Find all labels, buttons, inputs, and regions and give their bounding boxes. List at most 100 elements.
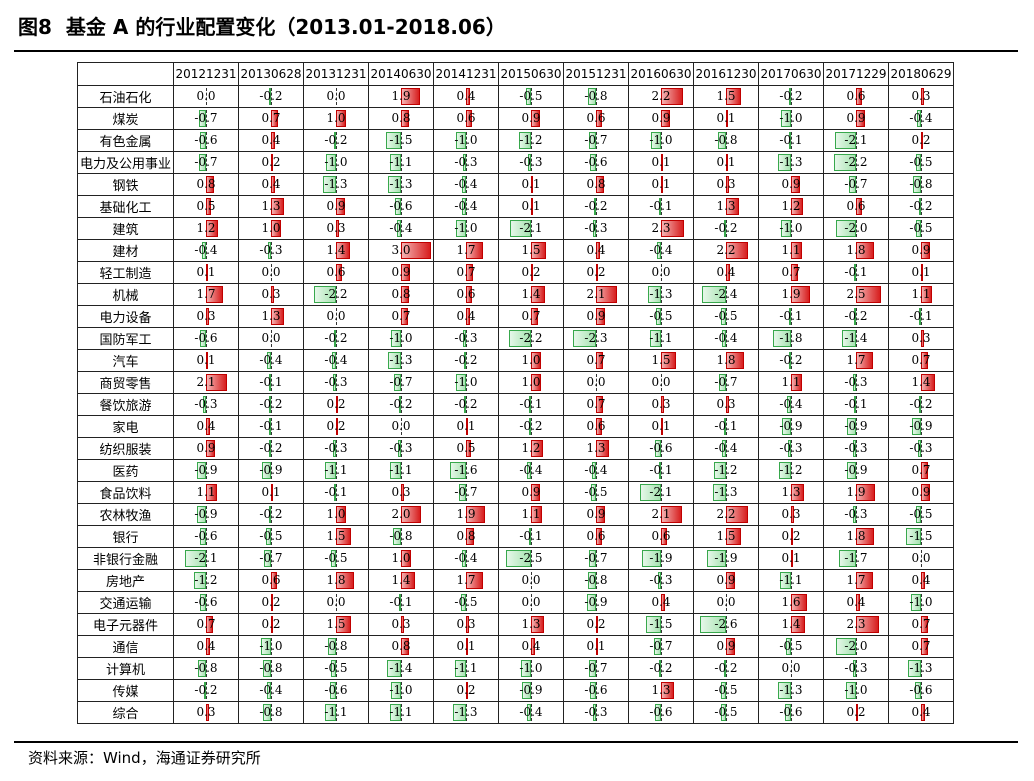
value-label: -0.2 — [454, 397, 478, 411]
negative-bar — [853, 374, 856, 391]
value-cell: -0.1 — [628, 459, 694, 482]
zero-axis — [596, 198, 597, 215]
value-cell: -0.2 — [433, 393, 499, 416]
value-label: -0.8 — [259, 705, 283, 719]
value-label: 0.7 — [456, 265, 476, 279]
value-cell: 1.3 — [238, 195, 304, 218]
negative-bar — [919, 198, 921, 215]
value-cell: -0.2 — [498, 415, 564, 438]
value-label: -1.0 — [389, 331, 413, 345]
value-cell: 0.5 — [433, 437, 499, 460]
value-cell: -1.3 — [758, 679, 824, 702]
value-label: -1.5 — [389, 133, 413, 147]
positive-bar — [466, 682, 468, 699]
value-label: -0.7 — [194, 111, 218, 125]
zero-axis — [856, 638, 857, 655]
zero-axis — [726, 484, 727, 501]
value-cell: 0.3 — [888, 327, 954, 350]
value-label: 1.8 — [846, 243, 866, 257]
value-cell: 2.1 — [173, 371, 239, 394]
value-label: -1.1 — [389, 463, 413, 477]
positive-bar — [726, 154, 728, 171]
value-cell: -1.0 — [758, 107, 824, 130]
negative-bar — [510, 220, 531, 237]
zero-axis — [401, 220, 402, 237]
negative-bar — [587, 594, 596, 611]
zero-axis — [921, 154, 922, 171]
value-label: -0.5 — [714, 683, 738, 697]
value-label: 0.5 — [456, 441, 476, 455]
value-label: -0.1 — [519, 397, 543, 411]
value-cell: -0.1 — [823, 393, 889, 416]
negative-bar — [509, 330, 531, 347]
negative-bar — [785, 704, 791, 721]
value-label: 1.3 — [781, 485, 801, 499]
value-label: -1.2 — [779, 463, 803, 477]
value-cell: 1.6 — [758, 591, 824, 614]
value-cell: -0.5 — [498, 85, 564, 108]
value-cell: -0.6 — [303, 679, 369, 702]
negative-bar — [854, 264, 856, 281]
value-cell: 1.1 — [758, 239, 824, 262]
value-label: -0.5 — [324, 551, 348, 565]
negative-bar — [462, 176, 466, 193]
table-row: 轻工制造 0.1 0.0 0.6 0.9 0.7 0.2 0.2 0.0 0.4 0.7 -0.1 0.… — [77, 261, 954, 284]
positive-bar — [206, 220, 218, 237]
figure-label: 图8 — [18, 15, 52, 39]
column-header: 20141231 — [433, 62, 499, 86]
positive-bar — [531, 242, 546, 259]
value-label: -0.2 — [714, 221, 738, 235]
positive-bar — [856, 88, 862, 105]
zero-axis — [791, 704, 792, 721]
value-label: 1.0 — [391, 551, 411, 565]
value-cell: 0.0 — [303, 85, 369, 108]
zero-axis — [856, 550, 857, 567]
value-cell: -0.9 — [173, 503, 239, 526]
value-label: 0.1 — [261, 485, 281, 499]
zero-axis — [791, 418, 792, 435]
value-cell: 0.4 — [693, 261, 759, 284]
value-label: -1.0 — [389, 683, 413, 697]
negative-bar — [399, 396, 401, 413]
negative-bar — [658, 572, 661, 589]
negative-bar — [526, 88, 531, 105]
value-cell: 1.1 — [173, 481, 239, 504]
positive-bar — [531, 440, 543, 457]
negative-bar — [529, 418, 531, 435]
value-cell: -0.5 — [303, 657, 369, 680]
value-cell: 1.0 — [303, 107, 369, 130]
zero-axis — [791, 308, 792, 325]
zero-axis — [401, 352, 402, 369]
value-cell: 0.2 — [303, 393, 369, 416]
zero-axis — [271, 440, 272, 457]
zero-axis — [271, 660, 272, 677]
value-label: 2.3 — [846, 617, 866, 631]
value-label: 0.3 — [326, 221, 346, 235]
value-label: -1.5 — [909, 529, 933, 543]
value-label: -0.5 — [259, 529, 283, 543]
zero-axis — [921, 682, 922, 699]
value-cell: 0.2 — [563, 261, 629, 284]
value-label: 1.5 — [716, 529, 736, 543]
value-label: -0.5 — [519, 89, 543, 103]
value-label: 1.8 — [326, 573, 346, 587]
value-label: 0.3 — [716, 177, 736, 191]
zero-axis — [466, 198, 467, 215]
negative-bar — [589, 550, 596, 567]
negative-bar — [655, 440, 661, 457]
zero-axis — [661, 572, 662, 589]
negative-bar — [328, 638, 336, 655]
positive-bar — [856, 286, 881, 303]
value-label: -1.2 — [714, 463, 738, 477]
value-label: 0.3 — [261, 287, 281, 301]
value-label: 1.5 — [326, 529, 346, 543]
negative-bar — [719, 374, 726, 391]
value-cell: 0.0 — [758, 657, 824, 680]
value-label: 0.2 — [521, 265, 541, 279]
value-label: 0.4 — [521, 639, 541, 653]
value-cell: 0.0 — [238, 327, 304, 350]
industry-label: 电力及公用事业 — [77, 151, 174, 174]
negative-bar — [456, 132, 466, 149]
value-label: 0.4 — [586, 243, 606, 257]
value-cell: -2.1 — [173, 547, 239, 570]
